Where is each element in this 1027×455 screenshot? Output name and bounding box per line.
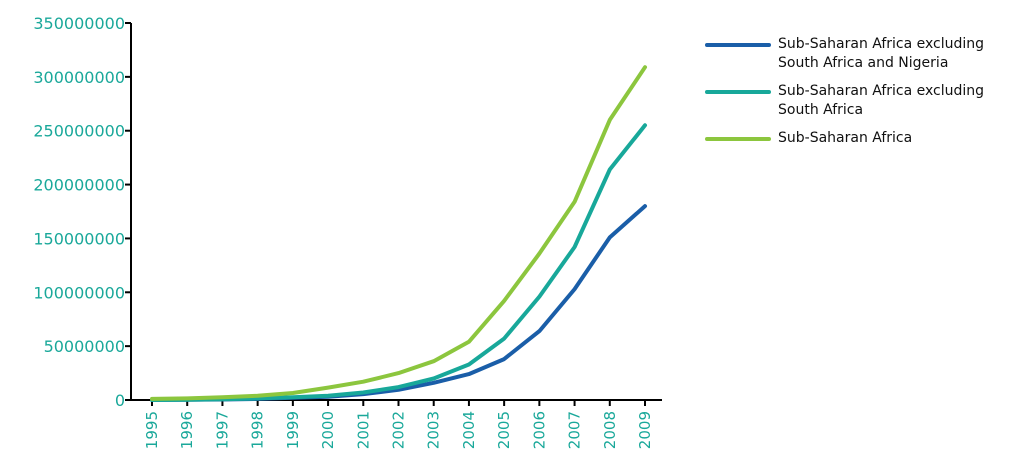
x-tick-label: 2001 — [354, 411, 372, 449]
legend-item: Sub-Saharan Africa — [700, 129, 1027, 148]
x-tick-label: 1995 — [143, 411, 161, 449]
x-tick-label: 1999 — [284, 411, 302, 449]
x-tick-label: 2002 — [390, 411, 408, 449]
y-tick-label: 0 — [115, 391, 125, 410]
x-tick-label: 2005 — [495, 411, 513, 449]
x-tick-label: 2006 — [530, 411, 548, 449]
x-tick-label: 1996 — [178, 411, 196, 449]
series-line — [150, 65, 647, 401]
y-tick-label: 50000000 — [44, 337, 125, 356]
x-tick-label: 1997 — [213, 411, 231, 449]
legend-label-line: Sub-Saharan Africa excluding — [778, 36, 985, 52]
legend-label-line: South Africa — [778, 102, 864, 118]
x-tick-label: 2003 — [425, 411, 443, 449]
series-line — [150, 123, 647, 402]
y-tick-label: 250000000 — [33, 122, 125, 141]
legend-swatch — [705, 43, 771, 47]
y-tick-label: 300000000 — [33, 68, 125, 87]
y-tick-label: 350000000 — [33, 14, 125, 33]
x-tick-label: 2000 — [319, 411, 337, 449]
series-line — [150, 204, 647, 402]
x-tick-label: 2007 — [566, 411, 584, 449]
x-tick-label: 2009 — [636, 411, 654, 449]
y-tick-label: 200000000 — [33, 176, 125, 195]
x-tick-label: 2004 — [460, 411, 478, 449]
legend-label-line: Sub-Saharan Africa — [778, 130, 913, 146]
x-tick-label: 2008 — [601, 411, 619, 449]
legend-item: Sub-Saharan Africa excluding South Afric… — [700, 82, 1027, 120]
legend-label-line: Sub-Saharan Africa excluding — [778, 83, 985, 99]
legend-swatch — [705, 137, 771, 141]
legend-swatch — [705, 90, 771, 94]
legend-item: Sub-Saharan Africa excluding South Afric… — [700, 35, 1027, 73]
y-tick-label: 150000000 — [33, 229, 125, 248]
y-tick-label: 100000000 — [33, 283, 125, 302]
x-tick-label: 1998 — [249, 411, 267, 449]
legend-label-line: South Africa and Nigeria — [778, 55, 949, 71]
legend: Sub-Saharan Africa excluding South Afric… — [700, 35, 1027, 157]
